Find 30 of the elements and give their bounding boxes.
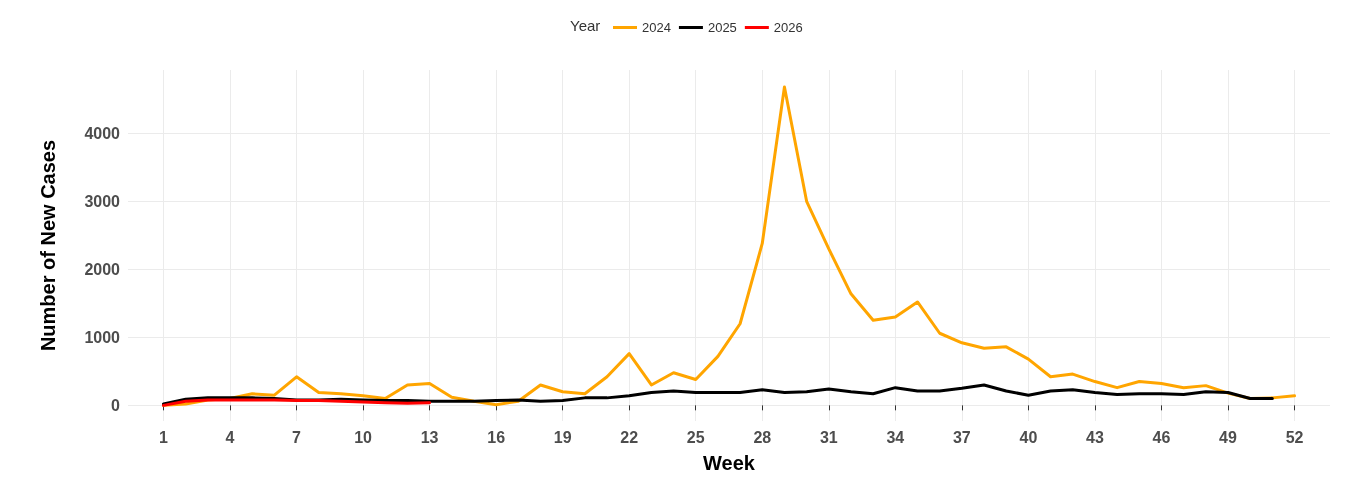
x-tick-label: 22 <box>620 428 639 446</box>
x-tick-label: 43 <box>1086 428 1104 446</box>
x-tick-label: 34 <box>886 428 905 446</box>
x-tick-label: 7 <box>292 428 302 446</box>
y-tick-label: 3000 <box>84 192 121 210</box>
y-tick-label: 4000 <box>84 124 121 142</box>
x-tick-label: 37 <box>952 428 971 446</box>
x-tick-label: 25 <box>686 428 705 446</box>
x-tick-label: 46 <box>1152 428 1171 446</box>
y-axis-title: Number of New Cases <box>37 139 59 352</box>
x-tick-label: 31 <box>819 428 838 446</box>
legend-label: 2024 <box>642 20 671 35</box>
y-tick-label: 2000 <box>84 260 121 278</box>
x-tick-label: 52 <box>1285 428 1304 446</box>
x-tick-label: 49 <box>1219 428 1237 446</box>
x-tick-label: 10 <box>354 428 373 446</box>
x-tick-label: 13 <box>420 428 439 446</box>
y-tick-label: 1000 <box>84 328 121 346</box>
y-tick-label: 0 <box>111 396 121 414</box>
x-tick-label: 4 <box>225 428 235 446</box>
x-tick-label: 19 <box>553 428 572 446</box>
x-tick-label: 28 <box>753 428 772 446</box>
legend-title: Year <box>570 17 601 34</box>
line-series <box>161 383 1274 406</box>
legend-label: 2026 <box>773 20 803 35</box>
x-tick-label: 40 <box>1019 428 1038 446</box>
x-tick-label: 1 <box>159 428 169 446</box>
x-tick-label: 16 <box>487 428 506 446</box>
legend-label: 2025 <box>707 20 737 35</box>
x-axis-title: Week <box>703 452 756 474</box>
